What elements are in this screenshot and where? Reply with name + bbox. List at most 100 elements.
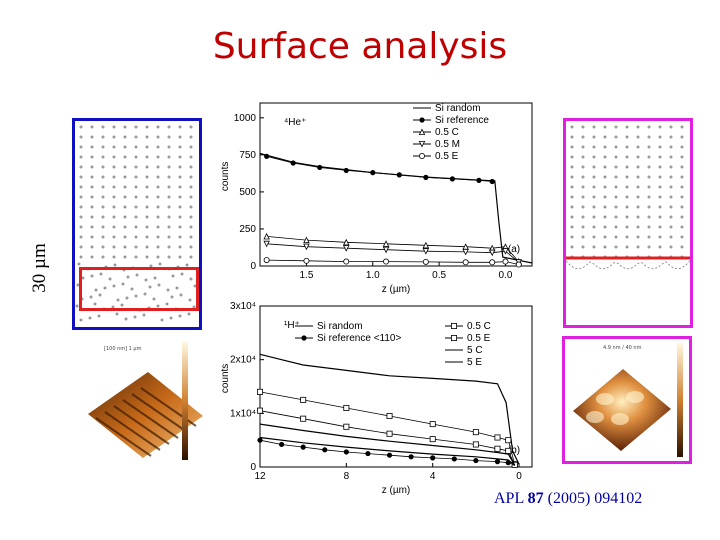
- data-point: [462, 259, 469, 266]
- lattice-atom: [90, 245, 94, 249]
- lattice-atom: [614, 225, 618, 229]
- lattice-atom: [134, 155, 138, 159]
- lattice-atom: [592, 165, 596, 169]
- lattice-atom: [636, 225, 640, 229]
- lattice-atom: [625, 155, 629, 159]
- lattice-atom: [112, 125, 116, 129]
- data-point: [422, 258, 429, 265]
- lattice-atom: [189, 135, 193, 139]
- lattice-atom: [592, 245, 596, 249]
- lattice-atom: [581, 245, 585, 249]
- lattice-atom: [165, 302, 169, 306]
- lattice-atom: [79, 225, 83, 229]
- lattice-atom: [647, 195, 651, 199]
- afm-left-surface-plot: [88, 342, 203, 460]
- lattice-atom: [581, 185, 585, 189]
- lattice-atom: [145, 195, 149, 199]
- data-point: [502, 258, 509, 265]
- lattice-atom: [123, 255, 127, 259]
- lattice-atom: [123, 245, 127, 249]
- page-title: Surface analysis: [212, 26, 508, 67]
- data-point: [300, 415, 307, 422]
- lattice-atom: [148, 285, 152, 289]
- data-point: [386, 452, 393, 458]
- data-point: [300, 396, 307, 403]
- lattice-atom: [90, 274, 94, 278]
- lattice-atom: [603, 125, 607, 129]
- data-point: [494, 434, 501, 441]
- lattice-atom: [121, 282, 125, 286]
- data-point: [451, 456, 457, 462]
- lattice-atom: [614, 195, 618, 199]
- lattice-atom: [658, 225, 662, 229]
- lattice-atom: [625, 185, 629, 189]
- lattice-atom: [614, 215, 618, 219]
- lattice-atom: [167, 195, 171, 199]
- lattice-atom: [123, 145, 127, 149]
- lattice-atom: [123, 235, 127, 239]
- lattice-atom: [592, 205, 596, 209]
- lattice-atom: [636, 215, 640, 219]
- lattice-atom: [592, 235, 596, 239]
- lattice-atom: [189, 277, 193, 281]
- lattice-atom: [145, 245, 149, 249]
- lattice-atom: [178, 165, 182, 169]
- lattice-atom: [603, 215, 607, 219]
- lattice-atom: [167, 235, 171, 239]
- lattice-atom: [658, 245, 662, 249]
- lattice-atom: [112, 255, 116, 259]
- lattice-atom: [130, 287, 134, 291]
- data-point: [343, 167, 349, 174]
- y-tick-label: 1000: [234, 113, 257, 124]
- lattice-atom: [658, 155, 662, 159]
- lattice-atom: [603, 185, 607, 189]
- lattice-atom: [101, 175, 105, 179]
- lattice-atom: [669, 125, 673, 129]
- lattice-atom: [112, 205, 116, 209]
- y-tick-label: 2x10⁴: [230, 355, 256, 366]
- y-tick-label: 750: [239, 150, 256, 161]
- data-point: [488, 249, 496, 257]
- lattice-atom: [680, 155, 684, 159]
- lattice-atom: [101, 195, 105, 199]
- lattice-atom: [123, 185, 127, 189]
- data-point: [422, 241, 430, 249]
- lattice-atom: [160, 318, 164, 322]
- lattice-atom: [647, 235, 651, 239]
- lattice-atom: [592, 135, 596, 139]
- lattice-atom: [592, 185, 596, 189]
- lattice-atom: [101, 165, 105, 169]
- afm-left-image: [100 nm] 1 µm: [78, 336, 213, 466]
- lattice-atom: [178, 195, 182, 199]
- lattice-atom: [658, 205, 662, 209]
- series-line: [259, 391, 516, 465]
- lattice-atom: [658, 125, 662, 129]
- lattice-atom: [93, 302, 97, 306]
- lattice-atom: [120, 303, 124, 307]
- data-point: [257, 437, 263, 443]
- lattice-atom: [680, 205, 684, 209]
- plot-frame: [259, 102, 533, 267]
- lattice-atom: [79, 175, 83, 179]
- lattice-atom: [169, 316, 173, 320]
- lattice-atom: [592, 225, 596, 229]
- lattice-left-diagram: [75, 125, 197, 322]
- lattice-atom: [79, 185, 83, 189]
- data-point: [505, 447, 512, 454]
- lattice-atom: [167, 185, 171, 189]
- afm-bump: [586, 411, 604, 423]
- lattice-atom: [79, 165, 83, 169]
- lattice-atom: [669, 195, 673, 199]
- lattice-atom: [625, 135, 629, 139]
- lattice-atom: [193, 284, 197, 288]
- lattice-atom: [189, 175, 193, 179]
- lattice-atom: [143, 292, 147, 296]
- lattice-atom: [581, 165, 585, 169]
- lattice-atom: [614, 135, 618, 139]
- lattice-atom: [112, 245, 116, 249]
- lattice-atom: [625, 145, 629, 149]
- lattice-atom: [90, 235, 94, 239]
- lattice-atom: [112, 284, 116, 288]
- data-point: [382, 240, 390, 247]
- lattice-atom: [581, 125, 585, 129]
